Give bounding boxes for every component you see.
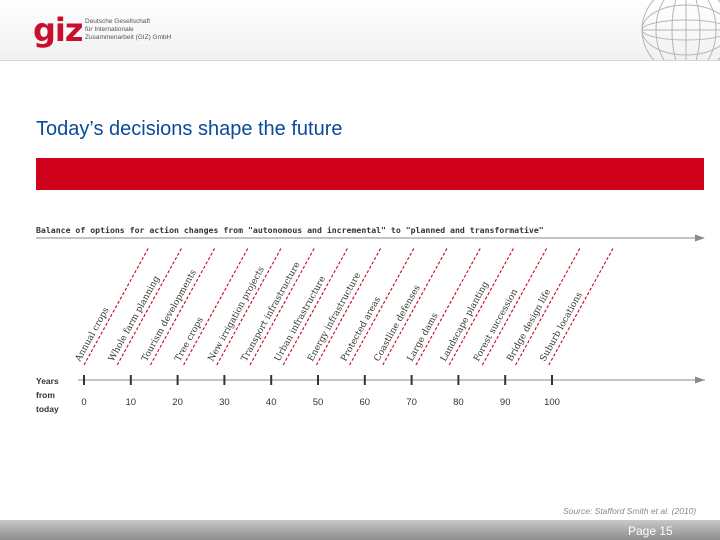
option-line [83, 246, 150, 366]
slide-title: Today’s decisions shape the future [36, 118, 343, 140]
arrow-head [695, 234, 705, 242]
axis-label-line: Years [36, 376, 59, 386]
option-line [481, 246, 548, 366]
option-line [349, 246, 416, 366]
tick-label: 10 [126, 397, 137, 408]
axis-label-line: from [36, 390, 55, 400]
organization-name: Deutsche Gesellschaft für Internationale… [85, 18, 195, 42]
option-label: Tree crops [173, 315, 206, 363]
option-line [183, 246, 250, 366]
option-line [448, 246, 515, 366]
option-line [415, 246, 482, 366]
footer-bar: Page 15 [0, 520, 720, 540]
source-citation: Source: Stafford Smith et al. (2010) [563, 506, 697, 516]
tick-label: 0 [81, 397, 86, 408]
diagram-caption: Balance of options for action changes fr… [36, 225, 544, 235]
tick-label: 50 [313, 397, 324, 408]
tick-label: 90 [500, 397, 511, 408]
axis-label-line: today [36, 404, 59, 414]
tick-label: 70 [406, 397, 417, 408]
organization-name-line: für Internationale [85, 26, 134, 33]
option-label: Large dams [406, 311, 441, 363]
option-line [282, 246, 349, 366]
option-line [548, 246, 615, 366]
timeline-diagram: Balance of options for action changes fr… [36, 225, 705, 414]
option-label: Annual crops [73, 306, 111, 365]
header-bar: giz Deutsche Gesellschaft für Internatio… [0, 0, 720, 61]
tick-label: 80 [453, 397, 464, 408]
option-line [315, 246, 382, 366]
option-line [216, 246, 283, 366]
option-line [116, 246, 183, 366]
globe-icon [641, 0, 720, 60]
organization-name-line: Deutsche Gesellschaft [85, 18, 151, 25]
option-line [382, 246, 449, 366]
giz-logo: giz [33, 11, 83, 49]
tick-label: 100 [544, 397, 560, 408]
tick-label: 30 [219, 397, 230, 408]
organization-name-line: Zusammenarbeit (GIZ) GmbH [85, 34, 172, 41]
tick-label: 20 [172, 397, 183, 408]
option-label: Transport infrastructure [240, 260, 303, 363]
tick-label: 60 [360, 397, 371, 408]
axis-arrow-head [695, 376, 705, 384]
accent-bar [36, 158, 704, 190]
option-line [149, 246, 216, 366]
tick-label: 40 [266, 397, 277, 408]
option-line [249, 246, 316, 366]
option-line [515, 246, 582, 366]
option-label: New irrigation projects [207, 265, 267, 364]
page-number: Page 15 [628, 524, 673, 538]
